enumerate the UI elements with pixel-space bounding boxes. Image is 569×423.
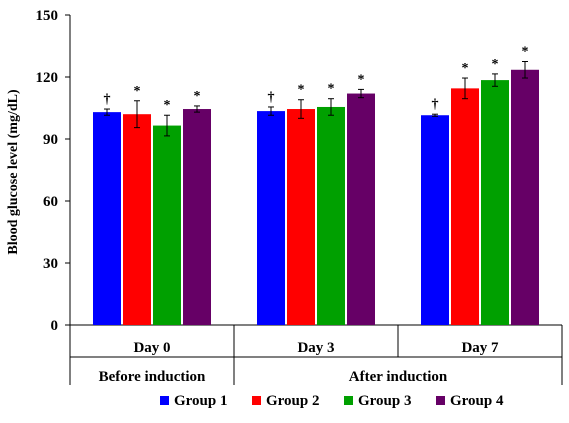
y-tick-label: 120 [36,70,59,86]
significance-mark: * [522,45,529,60]
x-group-label: After induction [349,369,448,385]
legend-label: Group 2 [266,393,320,409]
bar [421,115,449,325]
legend-label: Group 3 [358,393,412,409]
significance-mark: * [492,57,499,72]
x-category-label: Day 0 [133,340,170,356]
significance-mark: † [104,92,111,107]
bar [287,109,315,326]
bar [183,109,211,326]
y-tick-label: 30 [43,256,58,272]
legend-label: Group 1 [174,393,228,409]
bar [93,112,121,325]
y-tick-label: 150 [36,8,59,24]
y-tick-label: 60 [43,194,58,210]
legend-swatch [436,396,445,405]
x-category-label: Day 3 [297,340,334,356]
legend-swatch [344,396,353,405]
legend-swatch [160,396,169,405]
bar [257,111,285,325]
bar [347,93,375,326]
significance-mark: † [268,90,275,105]
significance-mark: * [164,98,171,113]
significance-mark: * [358,72,365,87]
bar [511,69,539,326]
significance-mark: * [462,61,469,76]
x-category-label: Day 7 [461,340,499,356]
bar [481,80,509,325]
significance-mark: * [134,84,141,99]
y-tick-label: 0 [51,318,59,334]
y-axis-title: Blood glucose level (mg/dL) [6,89,21,255]
bar [153,125,181,325]
significance-mark: * [328,82,335,97]
x-group-label: Before induction [99,369,206,385]
significance-mark: * [298,83,305,98]
bar [123,114,151,325]
significance-mark: * [194,89,201,104]
legend-label: Group 4 [450,393,504,409]
bar [317,106,345,325]
bar [451,88,479,325]
significance-mark: † [432,97,439,112]
legend-swatch [252,396,261,405]
y-tick-label: 90 [43,132,58,148]
